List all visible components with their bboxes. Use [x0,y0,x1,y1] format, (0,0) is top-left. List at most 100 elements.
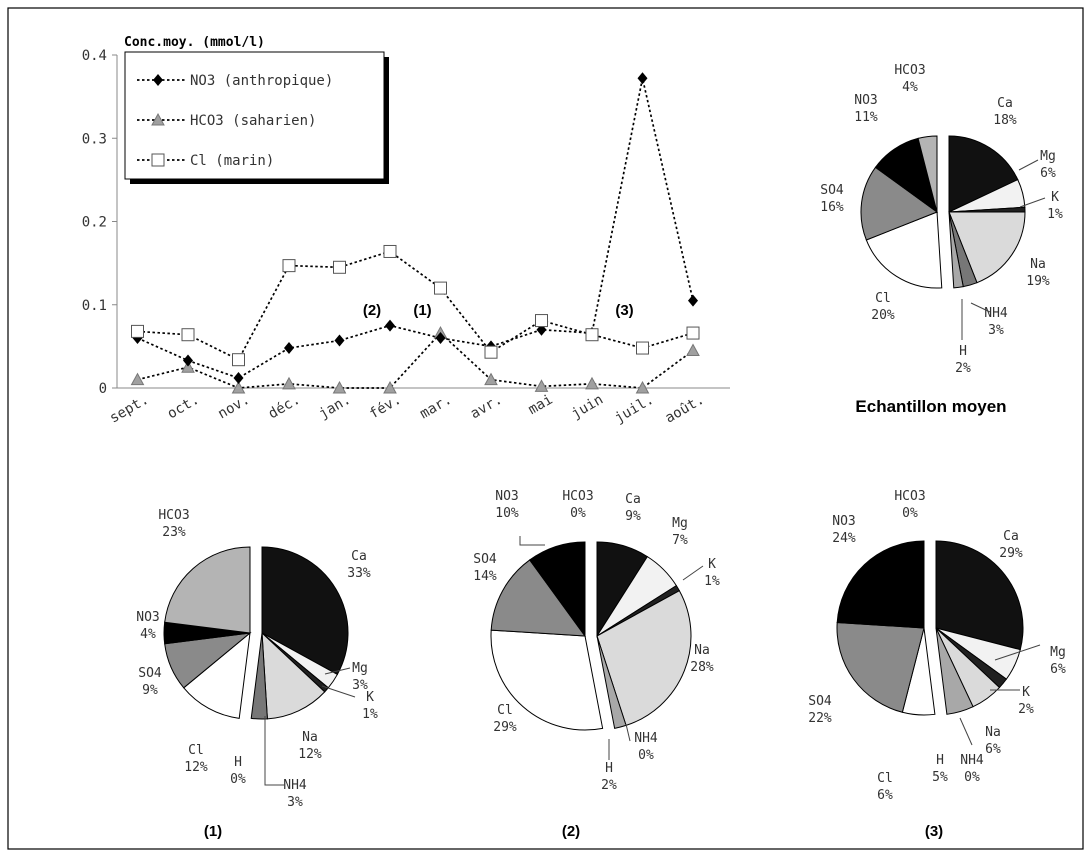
pie-label-pct: 29% [493,720,517,735]
outer-border [7,7,1084,850]
pie-label-pct: 1% [1047,207,1063,222]
pie-label-pct: 6% [985,742,1001,757]
pie-label-pct: 6% [1050,662,1066,677]
data-point-square [232,353,245,367]
pie-label-pct: 4% [140,627,156,642]
pie-label-pct: 18% [993,113,1017,128]
pie-label-name: Na [1030,257,1046,272]
pie-label-cl: Cl 29% [493,703,517,735]
pie-label-name: K [1022,685,1030,700]
leader-line-k [1019,197,1046,208]
y-tick-label: 0 [99,381,107,397]
pie-label-name: SO4 [820,183,844,198]
pie-label-name: Cl [188,743,204,758]
pie-label-pct: 0% [570,506,586,521]
pie-slice-ca [261,546,349,676]
pie-label-pct: 0% [230,772,246,787]
legend-box [124,51,385,180]
leader-line-mg [994,644,1041,661]
y-axis-label: Conc.moy. (mmol/l) [124,35,265,50]
pie-label-name: Mg [352,661,368,676]
legend-marker-diamond [153,74,163,86]
pie-label-name: Ca [351,549,367,564]
pie-label-ca: Ca 29% [999,529,1023,561]
pie-label-k: K 2% [1018,685,1034,717]
pie-label-ca: Ca 18% [993,96,1017,128]
pie-label-ca: Ca 9% [625,492,641,524]
pie-label-pct: 3% [988,323,1004,338]
pie-label-name: NO3 [832,514,855,529]
pie-slice-no3 [836,540,925,629]
pie-charts: Ca 18%Mg 6%K 1%Na 19%NH4 3%H 2%Cl 20%SO4 16%NO3 1… [136,63,1066,810]
leader-line-nh4 [959,717,973,746]
pie-label-pct: 0% [964,770,980,785]
pie-slice-so4 [860,166,939,241]
pie-label-pct: 16% [820,200,844,215]
annotations: (2) (1) (3) [363,302,634,319]
pie-label-k: K 1% [1047,190,1063,222]
pie-label-hco3: HCO3 23% [158,508,189,540]
pie-label-pct: 10% [495,506,519,521]
pie-slice-na [261,631,326,720]
data-point-triangle [130,372,145,386]
pie-slice-cl [490,629,604,731]
x-ticks: sept. oct. nov. déc. jan. fév. mar. avr. mai juin… [107,392,707,427]
data-point-triangle [635,380,650,394]
x-tick-label: mai [526,392,556,419]
pie-label-so4: SO4 22% [808,694,832,726]
pie-label-name: Ca [1003,529,1019,544]
pie-label-so4: SO4 14% [473,552,497,584]
data-point-triangle [282,376,296,390]
pie-slice-h [948,211,964,289]
pie-label-k: K 1% [362,690,378,722]
pie-label-pct: 7% [672,533,688,548]
pie-label-pct: 6% [877,788,893,803]
pie-label-name: H [605,761,613,776]
leader-line-nh4 [625,723,631,742]
x-tick-label: sept. [107,392,152,427]
pie-label-so4: SO4 9% [138,666,162,698]
pie-label-h: H 2% [601,761,617,793]
pie-slice-so4 [836,622,925,713]
pie-label-name: NH4 [984,306,1008,321]
data-point-diamond [385,319,395,332]
legend-label: Cl (marin) [190,153,274,169]
pie-slice-ca [948,135,1019,213]
pie-label-pct: 4% [902,80,918,95]
pie-label-pct: 1% [704,574,720,589]
pie-label-name: HCO3 [562,489,593,504]
pie-label-name: SO4 [473,552,497,567]
pie-label-pct: 1% [362,707,378,722]
pie-label-pct: 9% [142,683,158,698]
y-tick-label: 0.3 [82,131,107,147]
pie-label-name: Ca [997,96,1013,111]
pie-title-3: (3) [925,823,943,840]
pie-label-pct: 11% [854,110,878,125]
pie-label-name: K [708,557,716,572]
x-tick-label: jan. [316,392,353,423]
pie-label-name: SO4 [808,694,832,709]
x-tick-label: déc. [266,392,303,423]
data-point-square [585,328,599,342]
x-tick-label: juil. [612,392,657,427]
pie-label-name: SO4 [138,666,162,681]
pie-label-hco3: HCO3 0% [894,489,925,521]
pie-chart-3: Ca 9% Mg 7%K 1%Na 28%NH4 0%H 2%Cl 29%SO4 14%NO3 10… [473,489,720,793]
pie-label-pct: 19% [1026,274,1050,289]
pie-title-2: (2) [562,823,580,840]
pie-label-pct: 9% [625,509,641,524]
legend-marker-triangle [151,112,165,126]
pie-label-pct: 0% [902,506,918,521]
data-point-triangle [534,379,549,392]
pie-label-mg: Mg 6% [1040,149,1056,181]
legend-items: NO3 (anthropique) HCO3 (saharien) Cl (mari… [137,73,333,169]
pie-chart-4: Ca 29%Mg 6%K 2%Na 6%NH4 0%H 5%Cl 6%SO4 22%NO3 24%… [808,489,1066,803]
pie-label-na: Na 19% [1026,257,1050,289]
pie-label-name: H [959,344,967,359]
series-line-diamond [137,78,694,379]
pie-label-name: K [1051,190,1059,205]
data-point-diamond [435,332,446,345]
pie-label-hco3: HCO3 0% [562,489,593,521]
pie-label-name: Na [694,643,710,658]
